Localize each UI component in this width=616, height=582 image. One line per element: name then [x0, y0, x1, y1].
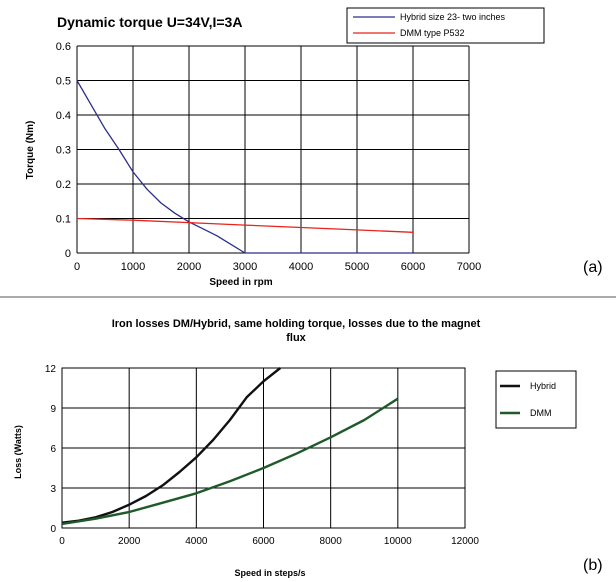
chart-a-ytick-label: 0: [65, 248, 71, 260]
chart-a-xtick-label: 5000: [345, 261, 369, 273]
chart-b-xtick-label: 12000: [451, 536, 479, 547]
chart-b-series-dmm-line: [61, 397, 399, 526]
chart-b-xtick-label: 10000: [384, 536, 412, 547]
chart-a-xlabel: Speed in rpm: [209, 277, 272, 288]
chart-a-ytick-label: 0.6: [56, 41, 71, 53]
chart-a-xtick-label: 0: [74, 261, 80, 273]
chart-a-ytick-label: 0.1: [56, 214, 71, 226]
chart-a-legend-box: [346, 7, 545, 44]
panel-label-b: (b): [583, 557, 603, 574]
legend-b-hybrid-label: Hybrid: [530, 381, 556, 391]
legend-dmm-label: DMM type P532: [400, 28, 465, 38]
chart-b-xtick-label: 4000: [185, 536, 208, 547]
chart-b-ytick-label: 0: [50, 524, 56, 535]
chart-a-ylabel: Torque (Nm): [25, 121, 36, 180]
chart-a-series: [76, 80, 414, 254]
chart-b-ytick-label: 12: [45, 364, 57, 375]
chart-a-xtick-label: 6000: [401, 261, 425, 273]
chart-b-xtick-label: 0: [59, 536, 65, 547]
chart-a-ytick-label: 0.4: [56, 110, 71, 122]
chart-a: Dynamic torque U=34V,I=3A 00.10.20.30.40…: [25, 7, 603, 288]
chart-a-xtick-label: 7000: [457, 261, 481, 273]
chart-a-ytick-label: 0.5: [56, 76, 71, 88]
chart-b-ylabel: Loss (Watts): [13, 425, 23, 479]
chart-a-legend: Hybrid size 23- two inches DMM type P532: [346, 7, 545, 44]
chart-a-ytick-label: 0.2: [56, 179, 71, 191]
chart-a-xtick-label: 2000: [177, 261, 201, 273]
chart-b-grid: [61, 367, 466, 529]
chart-b-ytick-label: 9: [50, 404, 56, 415]
chart-b-series: [61, 367, 399, 526]
legend-hybrid-label: Hybrid size 23- two inches: [400, 12, 506, 22]
chart-a-xtick-label: 1000: [121, 261, 145, 273]
chart-a-series-hybrid-size-23-two-inches-line: [76, 80, 413, 254]
chart-a-xtick-label: 3000: [233, 261, 257, 273]
chart-b-legend: Hybrid DMM: [495, 370, 577, 429]
chart-b-xtick-label: 2000: [118, 536, 141, 547]
chart-a-ytick-label: 0.3: [56, 145, 71, 157]
chart-b: Iron losses DM/Hybrid, same holding torq…: [13, 318, 603, 578]
panel-label-a: (a): [583, 259, 603, 276]
legend-b-dmm-label: DMM: [530, 408, 552, 418]
chart-a-ticks: 0 0.1 0.2 0.3 0.4 0.5 0.6 0 1000 2000 3000 4000 5000…: [56, 41, 482, 273]
chart-a-grid: [76, 45, 470, 254]
chart-b-xtick-label: 6000: [252, 536, 275, 547]
chart-b-ticks: 0 3 6 9 12 0 2000 4000 6000 8000 10000 12000: [45, 364, 479, 547]
chart-a-xtick-label: 4000: [289, 261, 313, 273]
chart-a-series-dmm-type-p532-line: [76, 217, 414, 233]
chart-b-title-line-2: flux: [286, 332, 306, 344]
chart-b-xlabel: Speed in steps/s: [234, 568, 305, 578]
chart-b-series-hybrid-line: [61, 367, 282, 524]
chart-b-ytick-label: 6: [50, 444, 56, 455]
chart-b-ytick-label: 3: [50, 484, 56, 495]
chart-b-legend-box: [495, 370, 577, 429]
chart-a-title: Dynamic torque U=34V,I=3A: [57, 14, 242, 30]
chart-b-xtick-label: 8000: [320, 536, 343, 547]
chart-b-title-line-1: Iron losses DM/Hybrid, same holding torq…: [112, 318, 481, 330]
